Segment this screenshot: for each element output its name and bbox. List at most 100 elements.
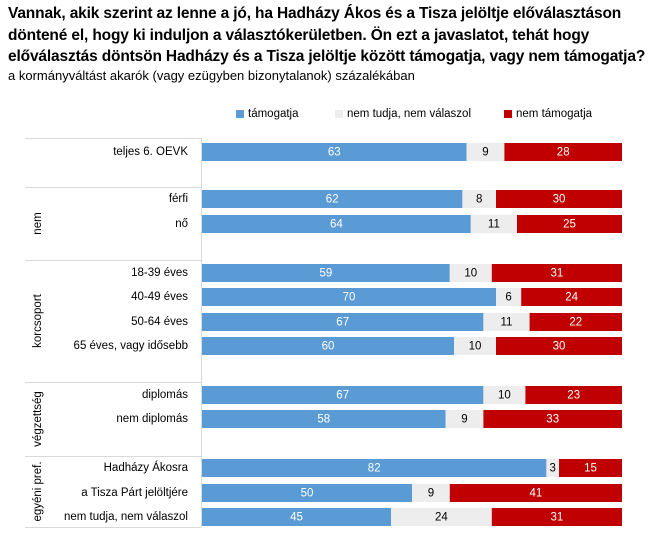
data-label: 11 bbox=[488, 219, 500, 231]
chart-title: Vannak, akik szerint az lenne a jó, ha H… bbox=[8, 5, 646, 65]
data-label: 31 bbox=[551, 512, 564, 524]
data-label: 50 bbox=[301, 488, 314, 500]
group-label: végzettség bbox=[32, 391, 44, 447]
bar-segment-dontknow bbox=[445, 410, 484, 428]
data-label: 6 bbox=[505, 292, 511, 304]
data-label: 24 bbox=[435, 512, 448, 524]
data-label: 3 bbox=[549, 463, 555, 475]
bar-segment-support bbox=[202, 190, 463, 208]
data-label: 10 bbox=[464, 268, 477, 280]
category-label: 18-39 éves bbox=[131, 267, 188, 279]
category-label: nő bbox=[175, 218, 188, 230]
bar-segment-dontknow bbox=[483, 386, 526, 404]
group-label: egyéni pref. bbox=[32, 461, 44, 521]
bar-segment-dontknow bbox=[466, 143, 505, 161]
data-label: 62 bbox=[326, 194, 339, 206]
bar-segment-oppose bbox=[525, 386, 622, 404]
chart-subtitle: a kormányváltást akarók (vagy ezügyben b… bbox=[8, 68, 415, 83]
data-label: 59 bbox=[320, 268, 333, 280]
bar-segment-support bbox=[202, 337, 454, 355]
bar-segment-support bbox=[202, 215, 471, 233]
data-label: 31 bbox=[551, 268, 564, 280]
data-label: 10 bbox=[498, 390, 511, 402]
bar-segment-dontknow bbox=[449, 264, 492, 282]
bar-segment-dontknow bbox=[391, 508, 492, 526]
legend-label-support: támogatja bbox=[248, 108, 299, 120]
bar-segment-oppose bbox=[496, 190, 622, 208]
bar-segment-support bbox=[202, 484, 412, 502]
bar-segment-oppose bbox=[504, 143, 622, 161]
bar-segment-support bbox=[202, 288, 496, 306]
data-label: 67 bbox=[336, 390, 349, 402]
legend-swatch-support bbox=[236, 110, 244, 118]
data-label: 41 bbox=[530, 488, 543, 500]
category-label: nem diplomás bbox=[116, 413, 188, 425]
legend-item-dontknow: nem tudja, nem válaszol bbox=[335, 108, 471, 120]
data-label: 22 bbox=[569, 317, 582, 329]
data-label: 9 bbox=[482, 147, 488, 159]
bar-segment-dontknow bbox=[454, 337, 496, 355]
data-label: 24 bbox=[565, 292, 578, 304]
category-label: 65 éves, vagy idősebb bbox=[74, 340, 188, 352]
bar-segment-oppose bbox=[521, 288, 622, 306]
bar-segment-support bbox=[202, 410, 446, 428]
bar-segment-oppose bbox=[517, 215, 622, 233]
category-label: 50-64 éves bbox=[131, 316, 188, 328]
bar-segment-support bbox=[202, 459, 547, 477]
data-label: 23 bbox=[567, 390, 580, 402]
data-label: 82 bbox=[368, 463, 381, 475]
legend-label-dontknow: nem tudja, nem válaszol bbox=[347, 108, 472, 120]
bar-segment-dontknow bbox=[483, 313, 530, 331]
data-label: 45 bbox=[290, 512, 303, 524]
data-label: 25 bbox=[563, 219, 576, 231]
data-label: 15 bbox=[584, 463, 597, 475]
bar-segment-dontknow bbox=[496, 288, 522, 306]
group-label: korcsoport bbox=[32, 293, 44, 347]
bar-segment-dontknow bbox=[470, 215, 517, 233]
bar-segment-support bbox=[202, 508, 391, 526]
bar-segment-oppose bbox=[496, 337, 622, 355]
legend-item-oppose: nem támogatja bbox=[504, 108, 592, 120]
bar-segment-support bbox=[202, 143, 467, 161]
data-label: 9 bbox=[461, 414, 467, 426]
category-label: diplomás bbox=[142, 389, 188, 401]
data-label: 10 bbox=[469, 341, 482, 353]
legend-swatch-dontknow bbox=[335, 110, 343, 118]
data-label: 28 bbox=[557, 147, 570, 159]
category-label: 40-49 éves bbox=[131, 291, 188, 303]
category-label: a Tisza Párt jelöltjére bbox=[81, 487, 188, 499]
data-label: 60 bbox=[322, 341, 335, 353]
category-label: férfi bbox=[169, 193, 188, 205]
data-label: 30 bbox=[553, 194, 566, 206]
bar-segment-dontknow bbox=[546, 459, 559, 477]
category-label: nem tudja, nem válaszol bbox=[64, 511, 188, 523]
bar-segment-support bbox=[202, 313, 484, 331]
data-label: 11 bbox=[501, 317, 513, 329]
legend-label-oppose: nem támogatja bbox=[516, 108, 593, 120]
data-label: 8 bbox=[476, 194, 482, 206]
data-label: 30 bbox=[553, 341, 566, 353]
data-label: 67 bbox=[336, 317, 349, 329]
data-label: 70 bbox=[343, 292, 356, 304]
bar-segment-oppose bbox=[483, 410, 622, 428]
category-label: Hadházy Ákosra bbox=[104, 461, 189, 474]
bar-segment-support bbox=[202, 264, 450, 282]
data-label: 58 bbox=[317, 414, 330, 426]
group-label: nem bbox=[32, 212, 44, 234]
bar-segment-oppose bbox=[449, 484, 622, 502]
bar-segment-oppose bbox=[491, 264, 622, 282]
category-label: teljes 6. OEVK bbox=[113, 146, 188, 158]
data-label: 33 bbox=[546, 414, 559, 426]
bar-segment-dontknow bbox=[412, 484, 450, 502]
bar-segment-oppose bbox=[529, 313, 622, 331]
data-label: 64 bbox=[330, 219, 343, 231]
data-label: 9 bbox=[428, 488, 434, 500]
bar-segment-oppose bbox=[491, 508, 622, 526]
bar-segment-oppose bbox=[559, 459, 622, 477]
bar-segment-support bbox=[202, 386, 484, 404]
bar-segment-dontknow bbox=[462, 190, 496, 208]
legend-item-support: támogatja bbox=[236, 108, 299, 120]
legend: támogatja nem tudja, nem válaszol nem tá… bbox=[0, 108, 665, 124]
legend-swatch-oppose bbox=[504, 110, 512, 118]
